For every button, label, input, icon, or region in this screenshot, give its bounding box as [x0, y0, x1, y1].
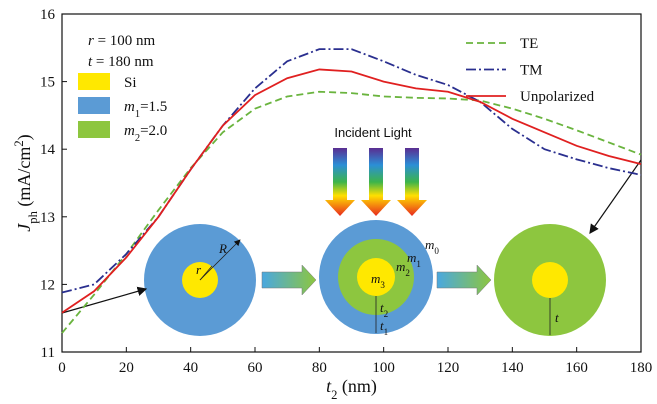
- light-arrow: [397, 148, 427, 216]
- x-tick-label: 160: [565, 360, 588, 376]
- text-part: = 180 nm: [92, 54, 154, 70]
- text-part: ): [14, 134, 35, 140]
- pointer: [62, 289, 146, 313]
- legend-swatch: [78, 73, 110, 90]
- text-part: R: [218, 241, 227, 256]
- x-tick-label: 120: [437, 360, 460, 376]
- text-part: =2.0: [140, 123, 167, 139]
- x-tick-label: 140: [501, 360, 524, 376]
- diagram-label: R: [218, 241, 227, 256]
- y-tick-label: 14: [40, 142, 56, 158]
- x-tick-label: 60: [248, 360, 263, 376]
- text-part: m: [124, 99, 135, 115]
- legend-label: m2=2.0: [124, 123, 167, 144]
- legend-label: TM: [520, 63, 543, 79]
- parameter: t = 180 nm: [88, 54, 154, 70]
- x-tick-label: 40: [183, 360, 198, 376]
- x-tick-label: 20: [119, 360, 134, 376]
- text-part: m: [407, 250, 416, 265]
- chart: 020406080100120140160180111213141516t2 (…: [0, 0, 657, 404]
- core: [532, 262, 568, 298]
- diagram: [62, 148, 641, 336]
- text-part: m: [124, 123, 135, 139]
- text-part: 1: [416, 259, 421, 269]
- text-part: Si: [124, 75, 137, 91]
- text-part: (mA/cm: [14, 147, 35, 212]
- legend-swatch: [78, 121, 110, 138]
- y-tick-label: 11: [41, 345, 55, 361]
- text-part: 3: [380, 280, 385, 290]
- y-tick-label: 16: [40, 7, 56, 23]
- text-part: =1.5: [140, 99, 167, 115]
- y-axis-label: Jph (mA/cm2): [12, 134, 40, 231]
- text-part: m: [371, 271, 380, 286]
- text-part: 2: [405, 268, 410, 278]
- x-tick-label: 80: [312, 360, 327, 376]
- text-part: m: [396, 259, 405, 274]
- text-part: = 100 nm: [94, 33, 156, 49]
- light-arrow: [361, 148, 391, 216]
- diagram-label: t: [555, 310, 559, 325]
- light-arrow: [325, 148, 355, 216]
- y-tick-label: 15: [40, 75, 55, 91]
- legend-swatch: [78, 97, 110, 114]
- text-part: m: [425, 237, 434, 252]
- text-part: 1: [384, 327, 389, 337]
- legend-label: m1=1.5: [124, 99, 167, 120]
- parameter: r = 100 nm: [88, 33, 156, 49]
- pointer: [590, 160, 641, 233]
- y-tick-label: 12: [40, 277, 55, 293]
- x-tick-label: 0: [58, 360, 66, 376]
- text-part: (nm): [337, 376, 377, 397]
- arrow: [262, 265, 316, 295]
- x-tick-label: 180: [630, 360, 653, 376]
- text-part: t: [555, 310, 559, 325]
- legend-label: Si: [124, 75, 137, 91]
- arrow: [437, 265, 491, 295]
- incident-label: Incident Light: [334, 125, 412, 140]
- text-part: 0: [434, 246, 439, 256]
- legend-label: TE: [520, 36, 538, 52]
- x-tick-label: 100: [372, 360, 395, 376]
- text-part: ph: [26, 210, 40, 223]
- legend-label: Unpolarized: [520, 89, 595, 105]
- y-tick-label: 13: [40, 210, 55, 226]
- text-part: 2: [384, 309, 389, 319]
- x-axis-label: t2 (nm): [326, 376, 377, 402]
